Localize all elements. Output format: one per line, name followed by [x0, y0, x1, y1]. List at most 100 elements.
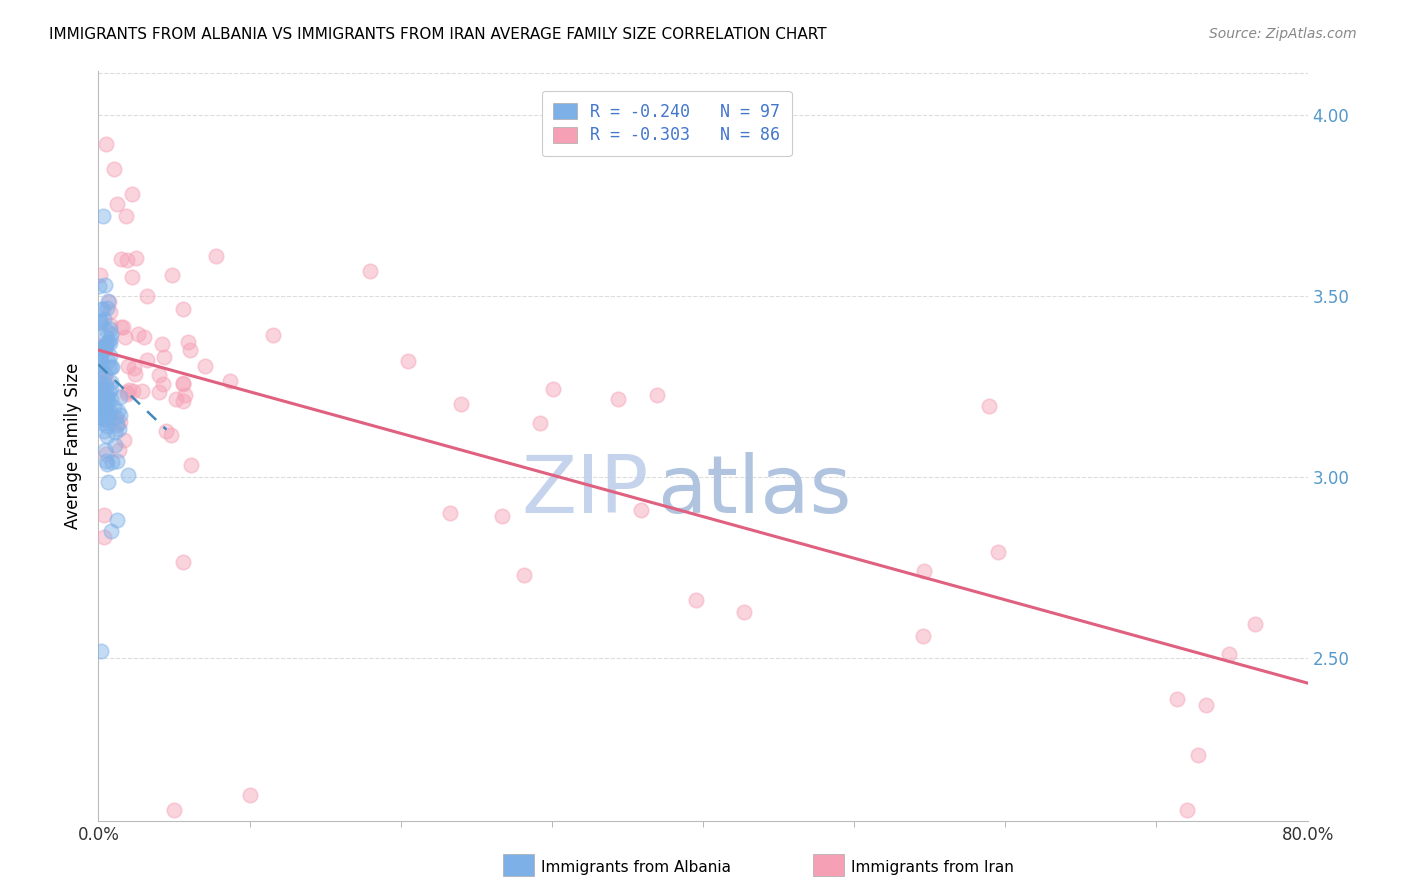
Point: [100, 376, 122, 390]
Point: [96, 301, 118, 315]
Point: [172, 393, 194, 408]
Point: [194, 359, 217, 373]
Point: [110, 252, 132, 266]
Point: [110, 320, 132, 334]
Point: [96, 412, 118, 426]
Point: [111, 320, 134, 334]
Point: [93, 530, 115, 544]
Point: [607, 392, 630, 406]
Text: Source: ZipAtlas.com: Source: ZipAtlas.com: [1209, 27, 1357, 41]
Point: [148, 368, 170, 382]
Point: [127, 326, 149, 341]
Point: [94, 401, 117, 415]
Point: [108, 422, 131, 436]
Point: [124, 367, 146, 381]
Point: [177, 335, 200, 350]
Point: [121, 269, 143, 284]
Point: [100, 524, 122, 538]
Point: [96, 381, 118, 395]
Point: [93, 392, 115, 407]
Legend: R = -0.240   N = 97, R = -0.303   N = 86: R = -0.240 N = 97, R = -0.303 N = 86: [541, 91, 792, 156]
Point: [979, 399, 1001, 413]
Point: [94, 323, 117, 337]
Point: [105, 417, 128, 432]
Text: IMMIGRANTS FROM ALBANIA VS IMMIGRANTS FROM IRAN AVERAGE FAMILY SIZE CORRELATION : IMMIGRANTS FROM ALBANIA VS IMMIGRANTS FR…: [49, 27, 827, 42]
Text: Immigrants from Albania: Immigrants from Albania: [541, 860, 731, 874]
Point: [90, 643, 112, 657]
Point: [630, 503, 652, 517]
Point: [1243, 617, 1265, 632]
Point: [100, 382, 122, 396]
Point: [103, 162, 125, 177]
Point: [90, 400, 112, 414]
Point: [89, 410, 111, 425]
Point: [98, 322, 121, 336]
Point: [148, 384, 170, 399]
Point: [87, 405, 110, 419]
Point: [91, 397, 114, 411]
Point: [90, 349, 112, 363]
Point: [124, 360, 146, 375]
Point: [91, 209, 114, 223]
Point: [89, 314, 111, 328]
Point: [97, 359, 120, 374]
Point: [87, 375, 110, 389]
Point: [96, 390, 118, 404]
Point: [89, 268, 111, 282]
Point: [733, 605, 755, 619]
Point: [107, 404, 129, 418]
Point: [114, 329, 136, 343]
Point: [100, 349, 122, 363]
Point: [108, 390, 131, 404]
Point: [89, 339, 111, 353]
Point: [93, 508, 115, 523]
Point: [89, 358, 111, 372]
Point: [97, 393, 120, 408]
Point: [96, 335, 118, 350]
Point: [1187, 747, 1209, 762]
Point: [89, 383, 111, 397]
Point: [219, 374, 242, 388]
Point: [98, 318, 121, 333]
Point: [125, 252, 148, 266]
Point: [89, 409, 111, 424]
Point: [105, 196, 128, 211]
Point: [90, 314, 112, 328]
Point: [91, 341, 114, 355]
Point: [96, 373, 118, 387]
Point: [105, 454, 128, 468]
Point: [115, 386, 138, 401]
Point: [101, 360, 124, 375]
Point: [96, 407, 118, 421]
Point: [439, 506, 461, 520]
Point: [108, 442, 131, 457]
Point: [94, 367, 117, 381]
Point: [94, 343, 117, 357]
Point: [152, 377, 174, 392]
Point: [97, 294, 120, 309]
Point: [205, 249, 228, 263]
Point: [512, 568, 534, 582]
Point: [94, 393, 117, 408]
Point: [105, 409, 128, 424]
Point: [94, 395, 117, 409]
Point: [135, 289, 157, 303]
Point: [87, 401, 110, 415]
Point: [89, 354, 111, 368]
Point: [90, 341, 112, 355]
Text: atlas: atlas: [657, 452, 852, 530]
Point: [115, 253, 138, 268]
Point: [98, 405, 121, 419]
Point: [90, 416, 112, 430]
Point: [96, 429, 118, 443]
Point: [98, 384, 121, 398]
Point: [100, 392, 122, 406]
Point: [180, 458, 202, 472]
Point: [87, 278, 110, 293]
Point: [90, 341, 112, 355]
Point: [93, 411, 115, 425]
Point: [94, 447, 117, 461]
Point: [89, 382, 111, 396]
Point: [121, 384, 143, 398]
Point: [91, 382, 114, 396]
